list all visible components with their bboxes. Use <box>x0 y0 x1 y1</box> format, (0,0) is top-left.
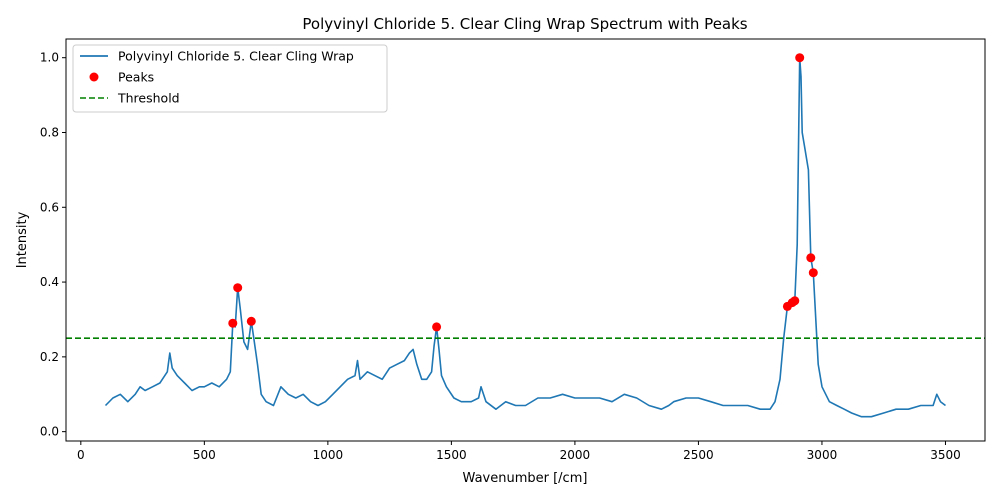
plot-frame <box>65 38 986 442</box>
plot-area <box>66 53 985 418</box>
x-tick-label: 2500 <box>683 448 714 462</box>
x-tick-label: 3000 <box>807 448 838 462</box>
peak-point <box>806 253 816 263</box>
spectrum-line <box>104 56 946 418</box>
peak-point <box>233 283 243 293</box>
y-tick-label: 1.0 <box>40 51 59 65</box>
y-axis-label: Intensity <box>15 211 30 268</box>
y-tick-label: 0.4 <box>40 275 59 289</box>
x-tick-label: 0 <box>77 448 85 462</box>
peak-point <box>246 316 256 326</box>
x-tick-label: 3500 <box>930 448 961 462</box>
peak-point <box>790 296 800 306</box>
y-tick-label: 0.0 <box>40 425 59 439</box>
legend: Polyvinyl Chloride 5. Clear Cling Wrap P… <box>72 44 388 113</box>
chart-title: Polyvinyl Chloride 5. Clear Cling Wrap S… <box>302 15 747 33</box>
x-axis: 0 500 1000 1500 2000 2500 3000 3500 <box>77 441 961 462</box>
peak-point <box>808 268 818 278</box>
legend-entry-spectrum: Polyvinyl Chloride 5. Clear Cling Wrap <box>118 49 354 64</box>
peak-point <box>228 318 238 328</box>
legend-peak-swatch <box>89 72 99 82</box>
x-tick-label: 1500 <box>436 448 467 462</box>
peak-point <box>795 53 805 63</box>
legend-entry-threshold: Threshold <box>117 91 180 106</box>
x-tick-label: 2000 <box>560 448 591 462</box>
y-tick-label: 0.8 <box>40 125 59 139</box>
legend-box <box>72 44 388 113</box>
legend-entry-peaks: Peaks <box>118 70 154 85</box>
x-tick-label: 1000 <box>313 448 344 462</box>
y-axis: 0.0 0.2 0.4 0.6 0.8 1.0 <box>40 51 66 439</box>
x-tick-label: 500 <box>193 448 216 462</box>
y-tick-label: 0.2 <box>40 350 59 364</box>
peak-point <box>432 322 442 332</box>
y-tick-label: 0.6 <box>40 200 59 214</box>
x-axis-label: Wavenumber [/cm] <box>463 471 588 486</box>
